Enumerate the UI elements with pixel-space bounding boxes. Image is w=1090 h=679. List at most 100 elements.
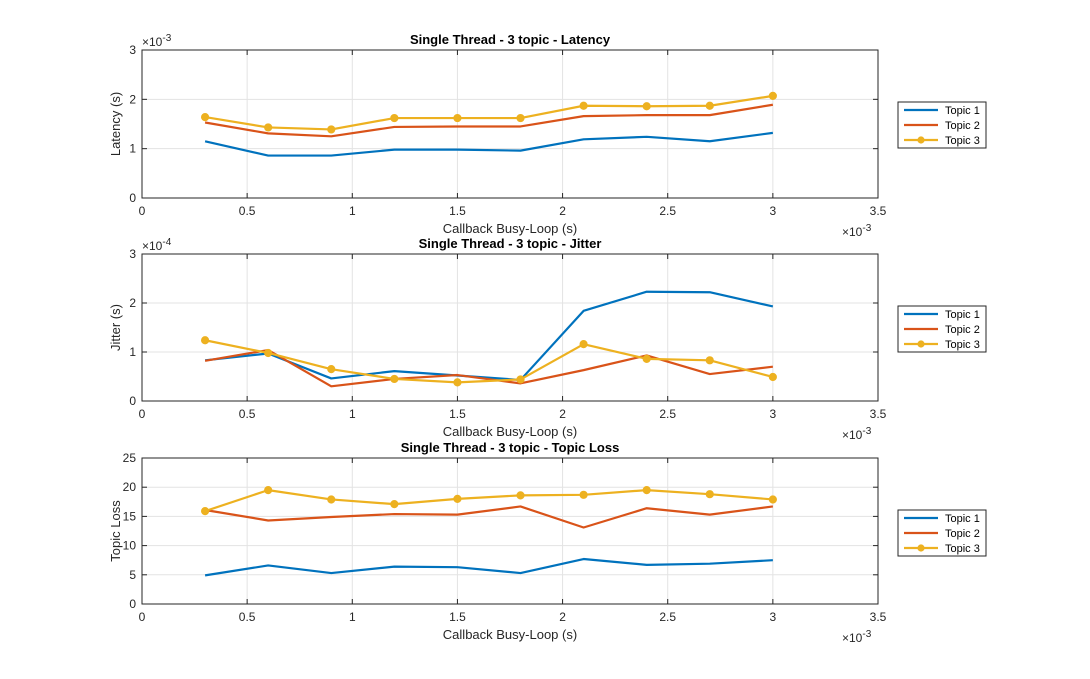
chart-title: Single Thread - 3 topic - Latency xyxy=(410,32,611,47)
data-point xyxy=(516,491,525,500)
x-tick-label: 0.5 xyxy=(239,204,256,218)
x-tick-label: 0.5 xyxy=(239,610,256,624)
series-line xyxy=(204,557,773,577)
y-tick-label: 0 xyxy=(129,394,136,408)
series-line xyxy=(204,505,774,529)
series-2 xyxy=(204,103,774,138)
series-3 xyxy=(200,336,777,387)
y-multiplier: ×10-4 xyxy=(142,237,172,253)
chart-panel-1: 0 0.5 1 1.5 2 2.5 3 3.5 0 1 2 3 ×10-3 ×10-3 Single Thr… xyxy=(108,32,987,239)
series-1 xyxy=(204,290,774,382)
chart-panel-3: 0 0.5 1 1.5 2 2.5 3 3.5 0 5 10 15 20 25 ×10-3 Single Th… xyxy=(108,440,987,645)
data-point xyxy=(264,123,273,132)
data-point xyxy=(516,375,525,384)
x-tick-label: 2 xyxy=(559,610,566,624)
y-axis-label: Jitter (s) xyxy=(108,304,123,351)
x-multiplier-exponent: -3 xyxy=(862,223,871,234)
y-tick-label: 2 xyxy=(129,296,136,310)
series-3 xyxy=(200,91,777,134)
data-point xyxy=(768,372,777,382)
x-axis-label: Callback Busy-Loop (s) xyxy=(443,424,577,439)
plot-area xyxy=(142,50,878,198)
data-point xyxy=(705,490,714,499)
legend-marker xyxy=(917,544,925,552)
series-2 xyxy=(204,348,773,388)
x-tick-label: 1 xyxy=(349,407,356,421)
x-tick-label: 2.5 xyxy=(659,204,676,218)
legend-label: Topic 1 xyxy=(945,513,980,525)
series-line xyxy=(204,339,774,384)
data-point xyxy=(579,101,588,110)
data-point xyxy=(453,494,462,503)
legend-label: Topic 2 xyxy=(945,120,980,132)
data-point xyxy=(642,102,651,111)
data-point xyxy=(390,500,399,509)
data-point xyxy=(453,113,462,123)
legend-label: Topic 2 xyxy=(945,324,980,336)
data-point xyxy=(390,113,399,123)
x-tick-label: 1 xyxy=(349,204,356,218)
axes-box xyxy=(141,49,879,199)
data-point xyxy=(516,113,525,123)
data-point xyxy=(390,374,399,384)
axes-box xyxy=(141,457,879,605)
x-tick-label: 3.5 xyxy=(870,204,887,218)
y-multiplier-exponent: -3 xyxy=(162,33,171,44)
y-tick-label: 3 xyxy=(129,43,136,57)
data-point xyxy=(642,486,651,495)
x-multiplier-exponent: -3 xyxy=(862,426,871,437)
x-tick-label: 1.5 xyxy=(449,610,466,624)
data-point xyxy=(768,91,777,100)
series-line xyxy=(204,290,774,382)
y-tick-label: 0 xyxy=(129,191,136,205)
x-axis-label: Callback Busy-Loop (s) xyxy=(443,627,577,642)
data-point xyxy=(264,348,273,358)
data-point xyxy=(768,495,777,504)
x-multiplier: ×10-3 xyxy=(842,223,872,239)
data-point xyxy=(327,495,336,504)
data-point xyxy=(642,354,651,363)
data-point xyxy=(327,125,336,134)
data-point xyxy=(705,101,714,110)
legend-label: Topic 3 xyxy=(945,543,980,555)
legend-label: Topic 1 xyxy=(945,309,980,321)
plot-area xyxy=(142,254,878,401)
x-tick-label: 0 xyxy=(139,204,146,218)
series-3 xyxy=(200,486,777,516)
y-tick-label: 15 xyxy=(123,509,137,523)
y-axis-label: Latency (s) xyxy=(108,92,123,156)
chart-title: Single Thread - 3 topic - Topic Loss xyxy=(401,440,620,455)
data-point xyxy=(200,336,210,345)
y-tick-label: 5 xyxy=(129,568,136,582)
y-tick-label: 20 xyxy=(123,480,137,494)
y-tick-label: 1 xyxy=(129,142,136,156)
axes-box xyxy=(141,253,879,402)
y-tick-label: 10 xyxy=(123,539,137,553)
x-multiplier: ×10-3 xyxy=(842,629,872,645)
y-tick-label: 2 xyxy=(129,92,136,106)
data-point xyxy=(579,340,588,349)
x-tick-label: 3 xyxy=(770,204,777,218)
chart-title: Single Thread - 3 topic - Jitter xyxy=(419,236,602,251)
x-tick-label: 0 xyxy=(139,407,146,421)
plot-area xyxy=(142,458,878,604)
data-point xyxy=(579,490,588,499)
y-tick-label: 25 xyxy=(123,451,137,465)
series-line xyxy=(204,131,774,157)
legend: Topic 1 Topic 2 Topic 3 xyxy=(897,305,987,353)
x-tick-label: 0.5 xyxy=(239,407,256,421)
y-multiplier-exponent: -4 xyxy=(162,237,171,248)
x-tick-label: 2 xyxy=(559,204,566,218)
y-tick-label: 1 xyxy=(129,345,136,359)
data-point xyxy=(200,507,210,516)
x-tick-label: 3 xyxy=(770,407,777,421)
series-line xyxy=(204,489,773,513)
series-1 xyxy=(204,557,773,577)
y-tick-label: 3 xyxy=(129,247,136,261)
legend-label: Topic 3 xyxy=(945,135,980,147)
series-line xyxy=(204,348,773,388)
series-2 xyxy=(204,505,774,529)
y-multiplier: ×10-3 xyxy=(142,33,172,49)
data-point xyxy=(327,365,336,374)
